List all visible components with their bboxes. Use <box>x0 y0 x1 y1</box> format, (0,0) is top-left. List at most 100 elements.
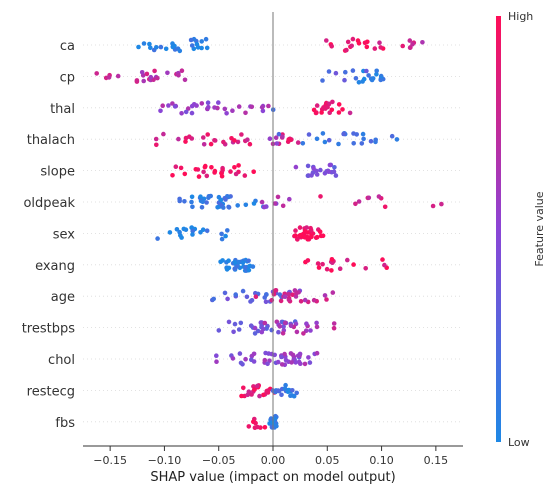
shap-point-trestbps <box>282 320 288 326</box>
shap-point-trestbps <box>232 321 238 327</box>
shap-point-trestbps <box>276 329 281 335</box>
shap-point-slope <box>326 169 332 174</box>
shap-point-trestbps <box>314 320 319 326</box>
shap-point-slope <box>242 173 248 178</box>
shap-point-trestbps <box>331 325 337 331</box>
shap-point-sex <box>183 227 189 232</box>
shap-point-thalach <box>359 141 365 146</box>
shap-point-thalach <box>341 131 346 137</box>
shap-point-age <box>322 293 328 298</box>
shap-point-thal <box>347 110 353 116</box>
shap-point-thal <box>179 111 184 116</box>
x-axis-ticks: −0.15 −0.10 −0.05 0.00 0.05 0.10 0.15 <box>93 446 448 467</box>
shap-point-oldpeak <box>198 194 203 199</box>
feature-label-ca: ca <box>60 39 75 54</box>
shap-point-restecg <box>249 392 254 397</box>
shap-point-chol <box>230 356 236 361</box>
shap-point-cp <box>374 72 379 77</box>
shap-point-exang <box>220 258 225 263</box>
shap-point-exang <box>226 265 232 271</box>
shap-point-trestbps <box>331 321 337 326</box>
shap-point-thalach <box>322 139 328 145</box>
shap-point-chol <box>243 356 248 362</box>
shap-point-slope <box>193 167 199 172</box>
shap-point-sex <box>219 236 225 242</box>
x-tick-label: 0.15 <box>424 454 449 467</box>
shap-point-slope <box>305 163 311 169</box>
shap-point-chol <box>306 355 311 360</box>
shap-point-slope <box>293 164 299 170</box>
shap-point-age <box>278 298 284 304</box>
shap-point-cp <box>350 68 356 73</box>
feature-label-slope: slope <box>40 165 75 180</box>
shap-point-thalach <box>326 137 332 143</box>
shap-point-slope <box>201 169 206 175</box>
shap-point-sex <box>295 236 300 242</box>
shap-point-thalach <box>274 141 280 146</box>
shap-point-ca <box>177 48 183 54</box>
shap-point-chol <box>279 362 285 367</box>
shap-point-age <box>330 290 336 295</box>
colorbar-title: Feature value <box>533 191 546 266</box>
shap-point-thal <box>329 107 335 113</box>
shap-point-cp <box>176 73 181 78</box>
shap-point-thal <box>259 105 265 110</box>
shap-point-sex <box>293 233 298 238</box>
shap-point-trestbps <box>236 327 242 332</box>
shap-point-ca <box>324 38 329 43</box>
shap-point-thal <box>311 107 317 113</box>
shap-point-chol <box>265 361 270 367</box>
shap-point-sex <box>200 227 206 232</box>
shap-point-slope <box>212 168 218 174</box>
shap-point-oldpeak <box>182 199 187 204</box>
shap-point-thalach <box>306 132 312 137</box>
shap-point-slope <box>309 173 314 178</box>
shap-point-chol <box>263 350 268 356</box>
feature-label-thalach: thalach <box>27 133 75 148</box>
shap-point-thalach <box>336 141 341 147</box>
shap-point-cp <box>165 70 170 76</box>
colorbar-low-label: Low <box>508 436 530 449</box>
shap-point-exang <box>324 266 330 272</box>
feature-label-restecg: restecg <box>27 384 75 399</box>
shap-point-slope <box>305 173 311 178</box>
shap-point-trestbps <box>231 329 236 335</box>
shap-point-thal <box>325 104 330 110</box>
shap-point-sex <box>225 228 230 233</box>
shap-point-restecg <box>285 389 291 395</box>
shap-point-cp <box>374 68 380 74</box>
feature-label-chol: chol <box>48 353 75 368</box>
shap-point-oldpeak <box>251 201 257 206</box>
x-tick-label: 0.00 <box>261 454 286 467</box>
shap-point-ca <box>400 43 406 49</box>
shap-point-thal <box>314 103 320 108</box>
shap-point-exang <box>305 258 311 263</box>
shap-point-slope <box>173 164 179 169</box>
shap-point-oldpeak <box>318 194 323 199</box>
shap-point-ca <box>204 45 210 51</box>
shap-point-ca <box>170 41 175 46</box>
shap-point-oldpeak <box>261 204 267 210</box>
shap-point-exang <box>320 261 325 267</box>
feature-label-age: age <box>51 290 75 305</box>
shap-point-age <box>286 297 292 303</box>
shap-point-thalach <box>221 139 226 145</box>
shap-point-age <box>263 299 269 305</box>
shap-point-trestbps <box>216 328 222 333</box>
shap-point-age <box>293 294 299 299</box>
shap-point-thal <box>340 107 345 112</box>
shap-point-cp <box>182 77 188 83</box>
shap-point-oldpeak <box>287 196 292 202</box>
shap-point-oldpeak <box>223 197 228 202</box>
shap-point-sex <box>309 234 314 240</box>
shap-point-trestbps <box>255 328 261 334</box>
shap-point-ca <box>378 45 384 50</box>
shap-point-thalach <box>212 138 217 143</box>
shap-point-age <box>253 294 259 300</box>
shap-point-cp <box>370 76 376 81</box>
shap-point-restecg <box>275 388 281 393</box>
shap-point-slope <box>236 163 241 168</box>
shap-point-slope <box>182 171 188 177</box>
colorbar: High Low Feature value <box>496 10 546 449</box>
shap-point-trestbps <box>226 319 232 325</box>
